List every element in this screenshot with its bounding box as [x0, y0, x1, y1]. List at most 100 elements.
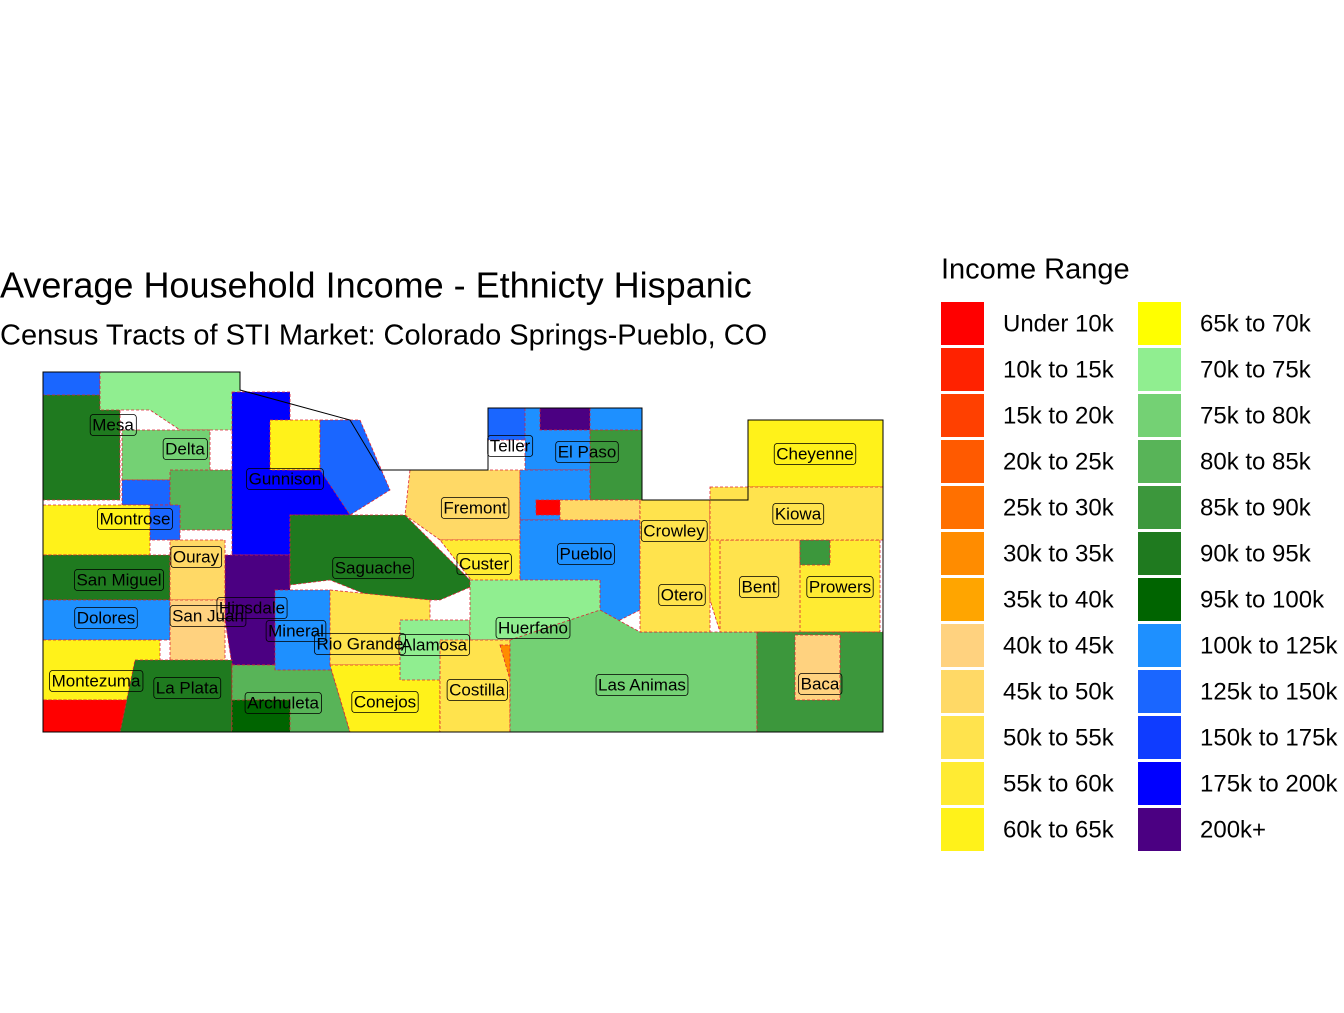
legend-swatch — [1138, 808, 1181, 851]
county-label: Saguache — [332, 557, 414, 579]
label-box — [170, 546, 223, 568]
county-name: Costilla — [449, 680, 505, 699]
legend-label: 40k to 45k — [1003, 632, 1115, 659]
county-label: Archuleta — [244, 692, 322, 714]
county-label: La Plata — [153, 677, 222, 699]
label-box — [162, 438, 208, 460]
label-box — [487, 435, 534, 457]
county-name: Baca — [801, 674, 840, 693]
legend-label: 125k to 150k — [1200, 678, 1338, 705]
legend-swatch — [941, 532, 984, 575]
legend-label: 55k to 60k — [1003, 770, 1115, 797]
county-name: Rio Grande — [317, 634, 404, 653]
county-label: El Paso — [555, 441, 619, 463]
county-name: Mineral — [268, 621, 324, 640]
county-name: Huerfano — [498, 618, 568, 637]
label-box — [739, 576, 780, 598]
label-box — [314, 633, 406, 655]
county-name: Mesa — [92, 415, 134, 434]
county-name: Alamosa — [401, 635, 468, 654]
county-name: Saguache — [335, 558, 412, 577]
legend-label: 50k to 55k — [1003, 724, 1115, 751]
label-box — [456, 553, 512, 575]
legend-swatch — [941, 716, 984, 759]
county-label: Costilla — [446, 679, 508, 701]
label-box — [557, 543, 615, 565]
county-label: Prowers — [806, 576, 874, 598]
legend-label: 80k to 85k — [1200, 448, 1312, 475]
county-label: Las Animas — [595, 674, 689, 696]
county-name: Kiowa — [775, 504, 822, 523]
label-box — [244, 692, 322, 714]
county-label: Otero — [658, 584, 706, 606]
county-label: Kiowa — [772, 503, 825, 525]
legend-label: 10k to 15k — [1003, 356, 1115, 383]
legend-label: 100k to 125k — [1200, 632, 1338, 659]
county-name: Hinsdale — [219, 598, 285, 617]
legend-swatch — [941, 348, 984, 391]
subtitle: Census Tracts of STI Market: Colorado Sp… — [0, 320, 767, 352]
county-name: Las Animas — [598, 675, 686, 694]
county-label: Baca — [798, 673, 843, 695]
county-name: Ouray — [173, 547, 220, 566]
county-name: San Juan — [172, 606, 244, 625]
legend-swatch — [1138, 394, 1181, 437]
legend-label: 85k to 90k — [1200, 494, 1312, 521]
county-label: Conejos — [351, 691, 419, 713]
label-box — [446, 679, 508, 701]
county-label: Mesa — [89, 414, 137, 436]
county-name: Teller — [490, 436, 531, 455]
legend-swatch — [1138, 302, 1181, 345]
legend-label: 45k to 50k — [1003, 678, 1115, 705]
label-box — [74, 607, 138, 629]
county-label: Cheyenne — [773, 443, 857, 465]
legend-label: 200k+ — [1200, 816, 1266, 843]
county-name: Gunnison — [249, 469, 322, 488]
county-name: Pueblo — [560, 544, 613, 563]
legend-label: 175k to 200k — [1200, 770, 1338, 797]
legend-swatch — [1138, 440, 1181, 483]
legend-swatch — [941, 624, 984, 667]
legend-swatch — [941, 486, 984, 529]
legend-label: 150k to 175k — [1200, 724, 1338, 751]
title: Average Household Income - Ethnicty Hisp… — [0, 265, 752, 306]
county-label: Hinsdale — [216, 597, 288, 619]
legend-swatch — [1138, 578, 1181, 621]
legend-label: 30k to 35k — [1003, 540, 1115, 567]
legend-swatch — [1138, 348, 1181, 391]
legend-label: 95k to 100k — [1200, 586, 1325, 613]
county-label: Huerfano — [495, 617, 571, 639]
county-label: Fremont — [440, 497, 510, 519]
county-name: Cheyenne — [776, 444, 854, 463]
county-label: Alamosa — [398, 634, 471, 656]
county-name: Conejos — [354, 692, 416, 711]
label-box — [216, 597, 288, 619]
county-name: Crowley — [643, 521, 705, 540]
label-box — [332, 557, 414, 579]
label-box — [798, 673, 843, 695]
label-box — [89, 414, 137, 436]
county-label: Crowley — [640, 520, 708, 542]
legend-label: 90k to 95k — [1200, 540, 1312, 567]
label-box — [773, 443, 857, 465]
legend-swatch — [1138, 762, 1181, 805]
county-name: El Paso — [558, 442, 617, 461]
county-name: Bent — [742, 577, 777, 596]
legend-label: 25k to 30k — [1003, 494, 1115, 521]
county-label: Teller — [487, 435, 534, 457]
legend-label: 70k to 75k — [1200, 356, 1312, 383]
label-box — [806, 576, 874, 598]
county-name: Delta — [165, 439, 205, 458]
label-box — [595, 674, 689, 696]
legend: Under 10k 10k to 15k 15k to 20k 20k to 25k 2… — [941, 302, 1338, 851]
label-box — [169, 605, 247, 627]
legend-label: 75k to 80k — [1200, 402, 1312, 429]
county-name: Dolores — [77, 608, 136, 627]
label-box — [398, 634, 471, 656]
county-label: Montrose — [97, 508, 173, 530]
label-box — [49, 670, 144, 692]
label-box — [555, 441, 619, 463]
label-box — [153, 677, 222, 699]
legend-label: 15k to 20k — [1003, 402, 1115, 429]
